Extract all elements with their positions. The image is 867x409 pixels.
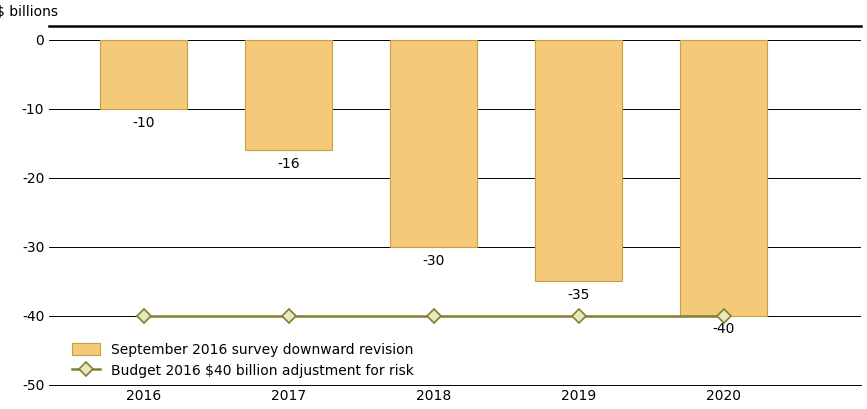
Bar xyxy=(100,40,187,109)
Text: -16: -16 xyxy=(277,157,300,171)
Bar xyxy=(390,40,477,247)
Legend: September 2016 survey downward revision, Budget 2016 $40 billion adjustment for : September 2016 survey downward revision,… xyxy=(73,343,414,378)
Text: -30: -30 xyxy=(422,254,445,267)
Bar xyxy=(680,40,767,316)
Text: -35: -35 xyxy=(567,288,590,302)
Bar xyxy=(245,40,332,150)
Text: -40: -40 xyxy=(713,322,735,337)
Bar xyxy=(535,40,623,281)
Text: -10: -10 xyxy=(133,115,154,130)
Text: $ billions: $ billions xyxy=(0,4,58,19)
